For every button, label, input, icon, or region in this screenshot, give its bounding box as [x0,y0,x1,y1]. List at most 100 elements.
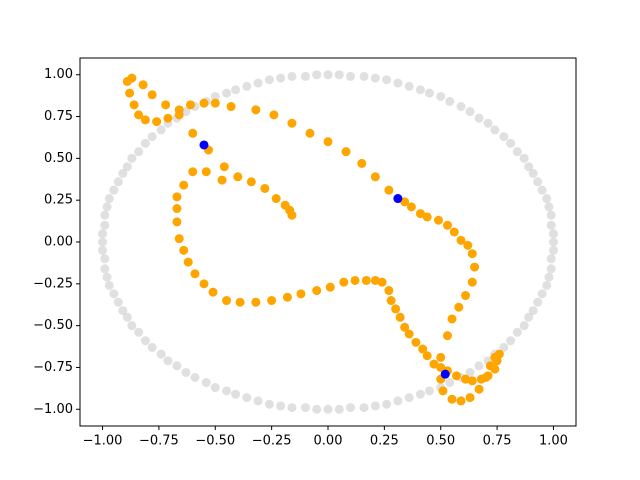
scatter-point [490,352,500,362]
scatter-point [323,137,333,147]
scatter-point [528,168,538,178]
scatter-point [524,312,534,322]
scatter-point [456,396,466,406]
scatter-point [161,100,171,110]
scatter-point [147,132,157,142]
scatter-point [323,404,333,414]
scatter-point [222,386,232,396]
scatter-point [172,361,182,371]
scatter-point [512,327,522,337]
y-tick-label: 0.00 [44,235,73,250]
scatter-point [235,297,245,307]
scatter-point [461,374,471,384]
scatter-point [436,362,446,372]
scatter-point [465,367,475,377]
scatter-point [546,264,556,274]
scatter-point [442,220,452,230]
scatter-point [370,275,380,285]
scatter-point [393,78,403,88]
scatter-point [181,367,191,377]
scatter-point [127,321,137,331]
scatter-point [280,200,290,210]
scatter-point [242,81,252,91]
scatter-point [467,277,477,287]
scatter-point [140,336,150,346]
scatter-point [548,229,558,239]
scatter-point [129,100,139,110]
x-tick-label: −0.50 [195,434,235,449]
y-tick-label: 0.50 [44,151,73,166]
scatter-point [474,113,484,123]
scatter-point [370,73,380,83]
y-tick-label: 0.75 [44,109,73,124]
scatter-point [188,128,198,138]
scatter-point [312,404,322,414]
scatter-point [499,132,509,142]
scatter-point [118,168,128,178]
scatter-point [210,91,220,101]
scatter-point [98,245,108,255]
scatter-point [528,306,538,316]
scatter-point [264,399,274,409]
scatter-point [334,404,344,414]
scatter-point [100,264,110,274]
scatter-point [134,327,144,337]
scatter-point [199,140,209,150]
scatter-point [156,349,166,359]
scatter-point [424,386,434,396]
scatter-point [125,88,135,98]
scatter-point [98,229,108,239]
scatter-point [138,80,148,90]
scatter-point [341,147,351,157]
x-tick-label: −0.75 [139,434,179,449]
scatter-point [113,177,123,187]
scatter-point [201,167,211,177]
scatter-point [102,202,112,212]
scatter-point [393,194,403,204]
scatter-point [533,297,543,307]
scatter-point [208,287,218,297]
scatter-point [467,376,477,386]
scatter-point [271,194,281,204]
x-tick-label: 0.25 [370,434,399,449]
scatter-point [548,237,558,247]
scatter-point [201,378,211,388]
scatter-point [231,85,241,95]
scatter-point [483,118,493,128]
scatter-point [445,96,455,106]
scatter-point [226,102,236,112]
scatter-point [140,138,150,148]
scatter-point [109,289,119,299]
scatter-point [481,372,491,382]
scatter-point [127,153,137,163]
scatter-point [305,128,315,138]
scatter-point [499,342,509,352]
scatter-point [134,147,144,157]
scatter-point [384,286,394,296]
scatter-point [474,384,484,394]
scatter-point [172,192,182,202]
scatter-point [546,254,556,264]
scatter-point [287,71,297,81]
scatter-point [118,306,128,316]
scatter-point [174,234,184,244]
y-tick-label: −1.00 [33,402,73,417]
scatter-point [179,245,189,255]
scatter-point [415,389,425,399]
scatter-point [542,280,552,290]
scatter-point [415,85,425,95]
scatter-point [251,105,261,115]
x-tick-label: 0.00 [314,434,343,449]
scatter-point [454,302,464,312]
scatter-point [377,277,387,287]
scatter-point [456,102,466,112]
scatter-point [140,115,150,125]
scatter-point [548,245,558,255]
scatter-point [296,289,306,299]
scatter-point [300,71,310,81]
scatter-point [334,70,344,80]
scatter-point [544,202,554,212]
scatter-point [179,180,189,190]
scatter-point [370,172,380,182]
scatter-point [113,297,123,307]
